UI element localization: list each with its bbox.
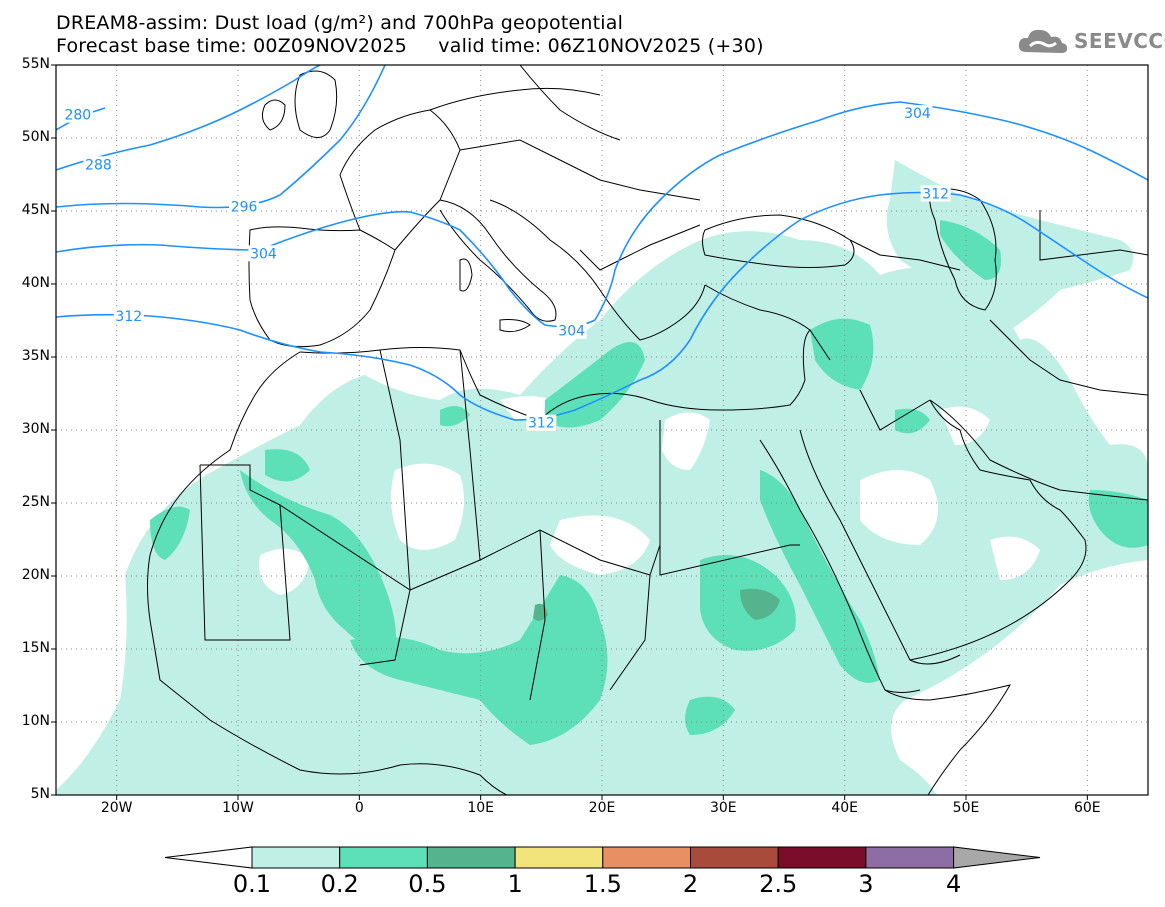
seevccc-logo: SEEVCCC — [1016, 24, 1165, 58]
dust-level-0.5 — [533, 588, 780, 621]
contour-label: 296 — [231, 200, 258, 216]
contour-label-bg — [556, 322, 587, 339]
contour-label-bg — [229, 198, 260, 215]
lon-label: 20W — [100, 800, 133, 816]
contour-label: 304 — [904, 106, 931, 122]
dust-level-0.1 — [56, 160, 1148, 795]
lon-label: 10E — [467, 800, 494, 816]
contour-label: 312 — [922, 186, 949, 202]
colorbar-level-label: 0.5 — [408, 870, 447, 898]
contour-label-bg — [248, 245, 279, 262]
contour-label: 312 — [528, 416, 555, 432]
contour-labels: 280 288 296 304 304 304 312 312 312 — [62, 105, 951, 432]
colorbar-cell — [426, 846, 516, 869]
colorbar-level-label: 1.5 — [583, 870, 622, 898]
colorbar-level-label: 2.5 — [759, 870, 798, 898]
cloud-icon — [1018, 29, 1068, 53]
contour-288 — [56, 65, 321, 171]
lat-label: 10N — [21, 713, 50, 729]
lat-label: 55N — [21, 56, 50, 72]
lon-label: 60E — [1073, 800, 1101, 816]
lat-label: 20N — [21, 567, 50, 583]
colorbar-level-label: 3 — [858, 870, 874, 898]
contour-304-west — [56, 101, 1148, 328]
contour-label: 280 — [64, 108, 91, 124]
contour-label: 304 — [558, 324, 585, 340]
lon-label: 40E — [831, 800, 858, 816]
map-title: DREAM8-assim: Dust load (g/m²) and 700hP… — [56, 12, 624, 34]
lon-label: 30E — [709, 800, 737, 816]
contour-label-bg — [526, 414, 557, 431]
axis-ticks — [51, 64, 1088, 800]
colorbar-cell — [514, 846, 604, 869]
contour-label-bg — [62, 106, 93, 123]
contour-312 — [56, 191, 1148, 421]
map-subtitle: Forecast base time: 00Z09NOV2025 valid t… — [56, 35, 764, 57]
colorbar-cell — [865, 846, 955, 869]
lat-label: 30N — [21, 421, 50, 437]
lat-label: 45N — [21, 202, 50, 218]
colorbar-level-label: 2 — [682, 870, 699, 898]
dust-gaps — [259, 300, 1148, 595]
contour-296 — [56, 65, 386, 209]
colorbar-cell — [339, 846, 428, 869]
lat-label: 35N — [21, 348, 50, 364]
contour-label-bg — [113, 308, 144, 325]
contour-label-bg — [902, 105, 933, 122]
colorbar-over-arrow — [953, 846, 1041, 869]
geopotential-contours — [56, 65, 1148, 421]
lat-label: 25N — [21, 494, 50, 510]
lat-label: 5N — [30, 786, 50, 802]
contour-label-bg — [920, 185, 951, 202]
colorbar-level-label: 0.2 — [320, 870, 359, 898]
colorbar-cell — [777, 846, 867, 869]
contour-label: 288 — [85, 157, 112, 173]
colorbar-under-arrow — [164, 846, 253, 869]
lon-label: 20E — [588, 800, 616, 816]
coastlines — [147, 65, 1148, 795]
lon-label: 10W — [222, 800, 254, 816]
logo-text: SEEVCCC — [1074, 29, 1165, 53]
colorbar-cell — [251, 846, 341, 869]
colorbar-level-label: 4 — [945, 870, 962, 898]
contour-label-bg — [83, 156, 114, 173]
contour-label: 312 — [115, 309, 142, 325]
colorbar-cell — [690, 846, 779, 869]
contour-label: 304 — [250, 246, 277, 262]
colorbar-level-label: 1 — [507, 870, 523, 898]
graticule — [56, 65, 1148, 795]
lat-label: 50N — [21, 129, 50, 145]
colorbar-cell — [602, 846, 691, 869]
lon-label: 50E — [952, 800, 980, 816]
colorbar-level-label: 0.1 — [232, 870, 272, 898]
lon-label: 0 — [354, 800, 364, 816]
dust-shading — [56, 160, 1148, 795]
lat-label: 40N — [21, 275, 50, 291]
lat-label: 15N — [21, 640, 50, 656]
